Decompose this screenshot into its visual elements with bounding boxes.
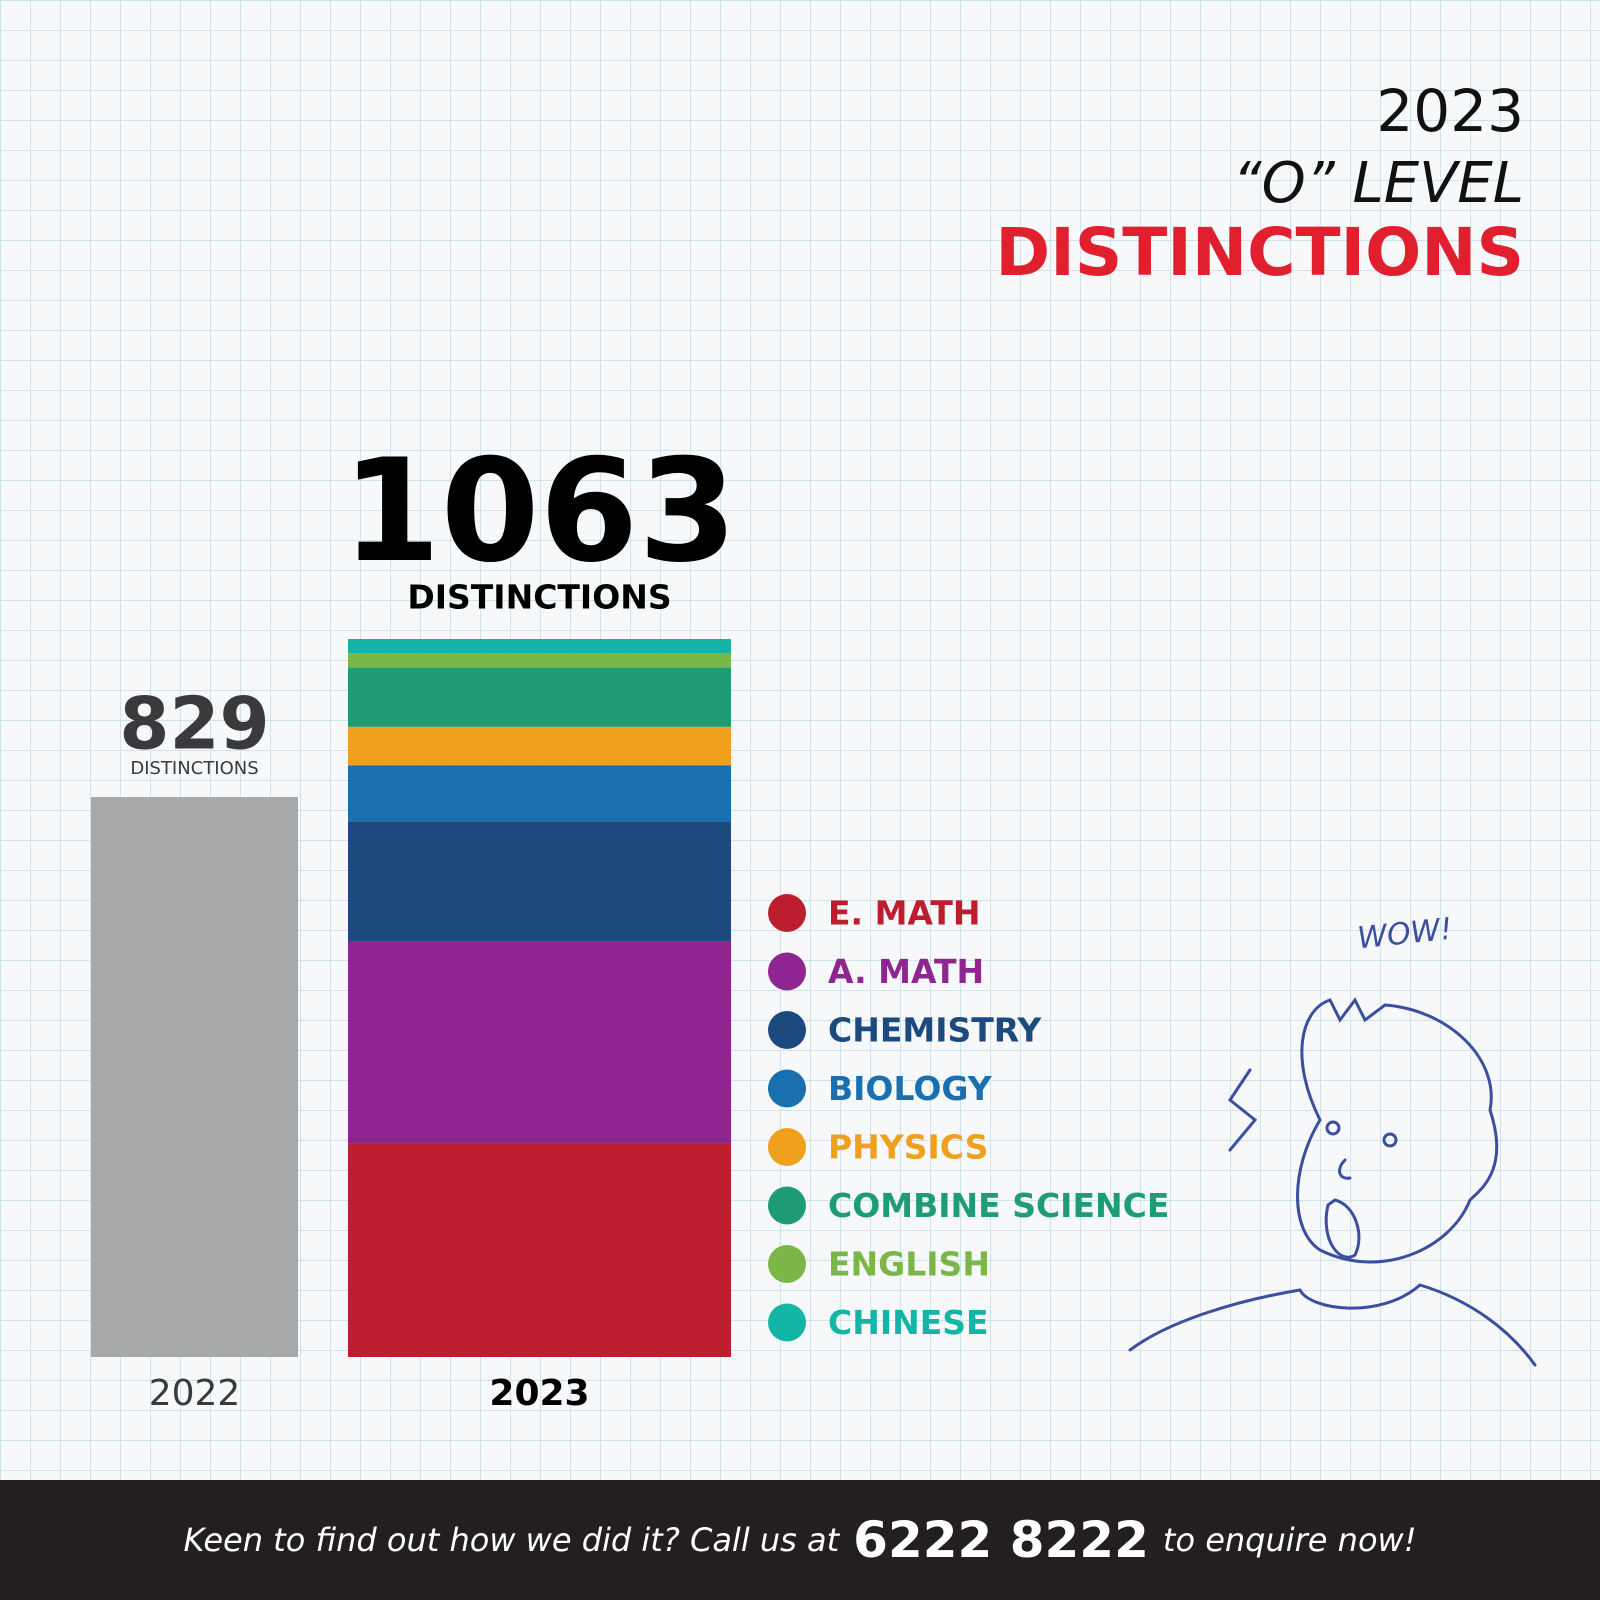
- doodle: [1128, 997, 1537, 1367]
- legend-marker: [768, 1245, 806, 1283]
- total-caption: DISTINCTIONS: [407, 578, 671, 617]
- legend-label: E. MATH: [828, 894, 981, 933]
- legend-marker: [768, 1303, 806, 1342]
- legend-label: ENGLISH: [828, 1245, 990, 1284]
- legend-label: CHEMISTRY: [828, 1011, 1042, 1050]
- footer-tail: to enquire now!: [1162, 1521, 1417, 1559]
- total-label: 1063: [342, 429, 737, 594]
- bar-segment: [348, 639, 731, 654]
- x-tick-label: 2022: [149, 1373, 241, 1414]
- bar-segment: [348, 1143, 731, 1357]
- bar-segment: [348, 653, 731, 668]
- legend-marker: [768, 1128, 806, 1166]
- legend-label: A. MATH: [828, 952, 984, 991]
- total-label: 829: [119, 682, 269, 766]
- footer-phone: 6222 8222: [853, 1511, 1149, 1569]
- legend-label: PHYSICS: [828, 1128, 988, 1167]
- footer: Keen to find out how we did it? Call us …: [0, 1480, 1600, 1600]
- bar-segment: [348, 821, 731, 942]
- legend-marker: [768, 894, 806, 932]
- footer-lead: Keen to find out how we did it? Call us …: [183, 1521, 840, 1559]
- legend-label: CHINESE: [828, 1303, 989, 1342]
- title-level: “O” LEVEL: [1233, 151, 1524, 216]
- legend-label: COMBINE SCIENCE: [828, 1186, 1169, 1225]
- x-tick-label: 2023: [489, 1373, 589, 1414]
- legend-marker: [768, 1069, 806, 1108]
- title-main: DISTINCTIONS: [995, 214, 1524, 291]
- bar: [91, 797, 298, 1357]
- chart: 2023 “O” LEVEL DISTINCTIONS WOW! 829DIST…: [91, 77, 1537, 1414]
- legend-marker: [768, 952, 806, 991]
- legend-marker: [768, 1011, 806, 1049]
- bar-segment: [348, 941, 731, 1144]
- bar-segment: [348, 667, 731, 727]
- total-caption: DISTINCTIONS: [130, 758, 258, 779]
- annotation: WOW!: [1356, 912, 1454, 957]
- legend-label: BIOLOGY: [828, 1069, 993, 1108]
- title-year: 2023: [1376, 77, 1524, 145]
- bar-segment: [348, 765, 731, 822]
- legend-marker: [768, 1186, 806, 1225]
- bar-segment: [348, 726, 731, 766]
